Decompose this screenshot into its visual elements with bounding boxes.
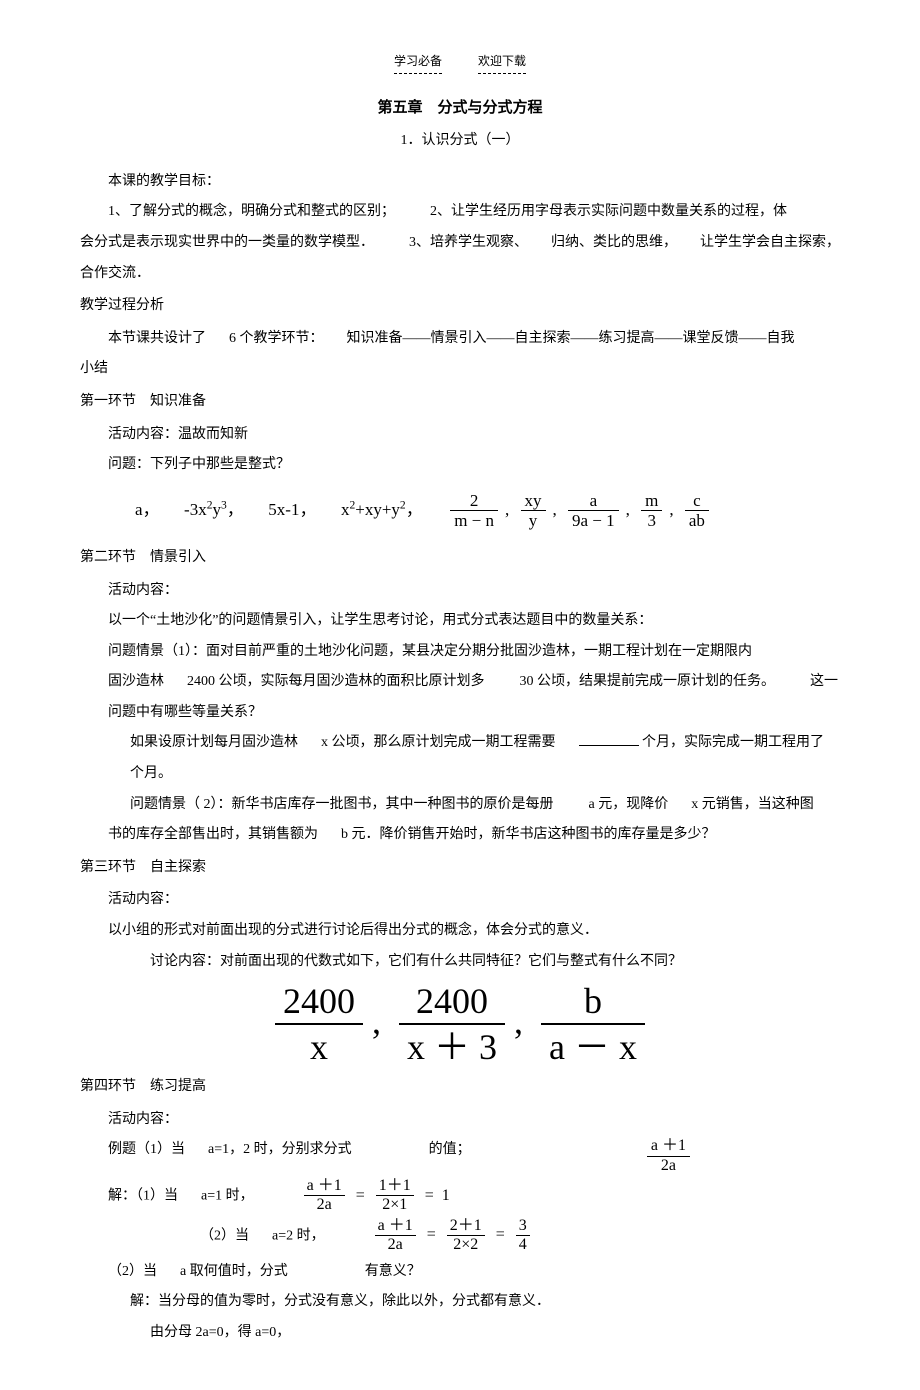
env4-example-heading: 例题（1）当 a=1，2 时，分别求分式 的值； a ＋1 2a bbox=[80, 1137, 840, 1175]
page-root: 学习必备 欢迎下载 第五章 分式与分式方程 1．认识分式（一） 本课的教学目标：… bbox=[0, 0, 920, 1390]
frac-xy-y: xyy bbox=[521, 491, 546, 531]
eq1-left: a ＋12a bbox=[304, 1177, 345, 1215]
env4-q2: （2）当 a 取何值时，分式 有意义？ bbox=[80, 1259, 840, 1286]
goal-1a: 1、了解分式的概念，明确分式和整式的区别； bbox=[108, 204, 395, 219]
env1-activity: 活动内容：温故而知新 bbox=[80, 422, 840, 449]
env2-p2: 问题情景（1）：面对目前严重的土地沙化问题，某县决定分期分批固沙造林，一期工程计… bbox=[80, 639, 840, 666]
process-p1a: 本节课共设计了 bbox=[108, 331, 206, 346]
header-left: 学习必备 bbox=[394, 50, 442, 74]
env2-p5: 如果设原计划每月固沙造林 x 公顷，那么原计划完成一期工程需要 个月，实际完成一… bbox=[80, 730, 840, 757]
env3-activity: 活动内容： bbox=[80, 887, 840, 914]
eq2-mid: 2＋12×2 bbox=[447, 1217, 485, 1255]
env2-p5d: 个月。 bbox=[80, 761, 840, 788]
term-neg3x2y3: -3x2y3， bbox=[184, 500, 248, 519]
eq1-result: 1 bbox=[442, 1187, 450, 1204]
process-line1: 本节课共设计了 6 个教学环节： 知识准备——情景引入——自主探索——练习提高—… bbox=[80, 326, 840, 353]
goals-heading: 本课的教学目标： bbox=[80, 169, 840, 196]
env2-p4: 问题中有哪些等量关系？ bbox=[80, 700, 840, 727]
env3-p2: 讨论内容：对前面出现的代数式如下，它们有什么共同特征？它们与整式有什么不同？ bbox=[80, 949, 840, 976]
frac-a-9a1: a9a − 1 bbox=[568, 491, 619, 531]
env2-title: 第二环节 情景引入 bbox=[80, 545, 840, 572]
term-a: a， bbox=[135, 500, 160, 519]
blank-months-plan bbox=[579, 733, 639, 747]
env2-p7: 书的库存全部售出时，其销售额为 b 元．降价销售开始时，新华书店这种图书的库存量… bbox=[80, 822, 840, 849]
term-x2xy-y2: x2+xy+y2， bbox=[341, 500, 427, 519]
env4-sol1: 解：（1）当 a=1 时， a ＋12a = 1＋12×1 = 1 bbox=[80, 1177, 840, 1215]
section-title: 1．认识分式（一） bbox=[80, 128, 840, 155]
env4-title: 第四环节 练习提高 bbox=[80, 1074, 840, 1101]
goal-2d: 让学生学会自主探索， bbox=[700, 235, 840, 250]
page-header: 学习必备 欢迎下载 bbox=[80, 50, 840, 74]
header-right: 欢迎下载 bbox=[478, 50, 526, 74]
eq2-result: 34 bbox=[516, 1217, 530, 1255]
env2-p6: 问题情景（ 2）：新华书店库存一批图书，其中一种图书的原价是每册 a 元，现降价… bbox=[80, 792, 840, 819]
env4-activity: 活动内容： bbox=[80, 1107, 840, 1134]
env1-title: 第一环节 知识准备 bbox=[80, 389, 840, 416]
env2-p1: 以一个“土地沙化”的问题情景引入，让学生思考讨论，用式分式表达题目中的数量关系： bbox=[80, 608, 840, 635]
env2-p3: 固沙造林 2400 公顷，实际每月固沙造林的面积比原计划多 30 公顷，结果提前… bbox=[80, 669, 840, 696]
eq2-left: a ＋12a bbox=[375, 1217, 416, 1255]
process-line2: 小结 bbox=[80, 356, 840, 383]
env3-big-fractions: 2400x, 2400x ＋ 3, ba － x bbox=[80, 981, 840, 1068]
big-frac-2400-x3: 2400x ＋ 3 bbox=[399, 981, 505, 1068]
env3-title: 第三环节 自主探索 bbox=[80, 855, 840, 882]
frac-a1-2a: a ＋1 2a bbox=[647, 1137, 690, 1175]
goal-2b: 3、培养学生观察、 bbox=[409, 235, 528, 250]
goals-line3: 合作交流． bbox=[80, 261, 840, 288]
chapter-title: 第五章 分式与分式方程 bbox=[80, 94, 840, 123]
goal-2c: 归纳、类比的思维， bbox=[551, 235, 677, 250]
process-p1c: 知识准备——情景引入——自主探索——练习提高——课堂反馈——自我 bbox=[347, 331, 795, 346]
process-heading: 教学过程分析 bbox=[80, 293, 840, 320]
frac-2-mn: 2m − n bbox=[450, 491, 498, 531]
goal-1b: 2、让学生经历用字母表示实际问题中数量关系的过程，体 bbox=[430, 204, 787, 219]
env4-a2: 解：当分母的值为零时，分式没有意义，除此以外，分式都有意义． bbox=[80, 1289, 840, 1316]
env2-activity: 活动内容： bbox=[80, 578, 840, 605]
goal-2a: 会分式是表示现实世界中的一类量的数学模型． bbox=[80, 235, 374, 250]
big-frac-2400-x: 2400x bbox=[275, 981, 363, 1068]
env1-question: 问题：下列子中那些是整式？ bbox=[80, 452, 840, 479]
env4-a3: 由分母 2a=0，得 a=0， bbox=[80, 1320, 840, 1347]
big-frac-b-ax: ba － x bbox=[541, 981, 645, 1068]
env3-p1: 以小组的形式对前面出现的分式进行讨论后得出分式的概念，体会分式的意义． bbox=[80, 918, 840, 945]
goals-line1: 1、了解分式的概念，明确分式和整式的区别； 2、让学生经历用字母表示实际问题中数… bbox=[80, 199, 840, 226]
goals-line2: 会分式是表示现实世界中的一类量的数学模型． 3、培养学生观察、 归纳、类比的思维… bbox=[80, 230, 840, 257]
eq1-mid: 1＋12×1 bbox=[376, 1177, 414, 1215]
term-5x-1: 5x-1， bbox=[268, 500, 316, 519]
frac-m-3: m3 bbox=[641, 491, 662, 531]
env4-sol2: （2）当 a=2 时， a ＋12a = 2＋12×2 = 34 bbox=[80, 1217, 840, 1255]
frac-c-ab: cab bbox=[685, 491, 709, 531]
process-p1b: 6 个教学环节： bbox=[229, 331, 324, 346]
env1-expressions: a， -3x2y3， 5x-1， x2+xy+y2， 2m − n, xyy, … bbox=[80, 491, 840, 531]
